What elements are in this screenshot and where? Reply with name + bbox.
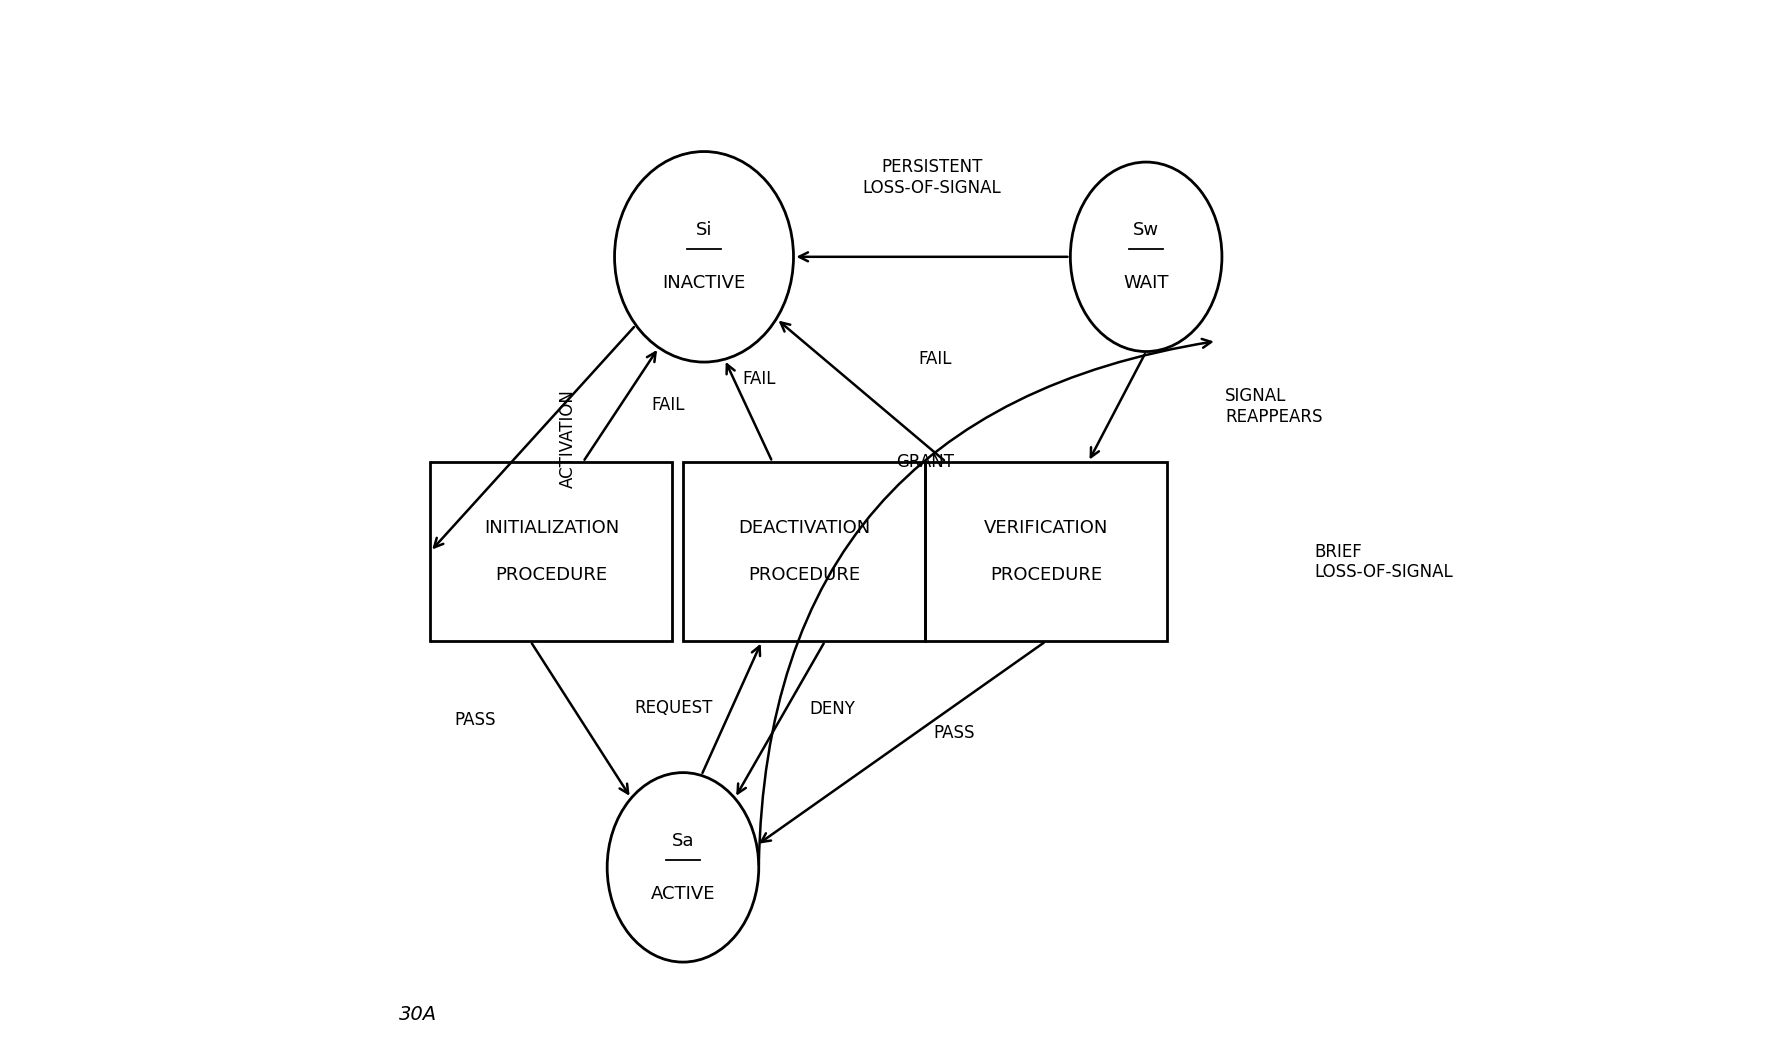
Text: FAIL: FAIL (652, 396, 684, 414)
Text: INITIALIZATION: INITIALIZATION (484, 520, 618, 537)
Text: PASS: PASS (933, 724, 974, 742)
Text: BRIEF
LOSS-OF-SIGNAL: BRIEF LOSS-OF-SIGNAL (1315, 542, 1453, 581)
Text: REQUEST: REQUEST (634, 699, 713, 717)
Text: DEACTIVATION: DEACTIVATION (738, 520, 870, 537)
Text: FAIL: FAIL (919, 350, 952, 368)
Text: PASS: PASS (456, 711, 497, 729)
Text: PROCEDURE: PROCEDURE (749, 566, 860, 584)
Text: Sa: Sa (672, 832, 693, 850)
Text: ACTIVE: ACTIVE (650, 885, 715, 903)
Text: PROCEDURE: PROCEDURE (495, 566, 608, 584)
Text: ACTIVATION: ACTIVATION (558, 388, 577, 488)
Text: VERIFICATION: VERIFICATION (985, 520, 1108, 537)
Text: GRANT: GRANT (895, 453, 954, 471)
Text: INACTIVE: INACTIVE (663, 274, 745, 292)
Bar (683, 463, 926, 641)
Text: FAIL: FAIL (742, 370, 776, 388)
Bar (431, 463, 672, 641)
Text: Si: Si (695, 222, 713, 240)
Text: WAIT: WAIT (1124, 274, 1169, 292)
Text: PERSISTENT
LOSS-OF-SIGNAL: PERSISTENT LOSS-OF-SIGNAL (863, 158, 1001, 197)
Text: PROCEDURE: PROCEDURE (990, 566, 1103, 584)
Bar (926, 463, 1167, 641)
Text: 30A: 30A (399, 1005, 436, 1024)
Text: DENY: DENY (810, 700, 856, 718)
Text: Sw: Sw (1133, 222, 1160, 240)
Text: SIGNAL
REAPPEARS: SIGNAL REAPPEARS (1226, 387, 1322, 427)
